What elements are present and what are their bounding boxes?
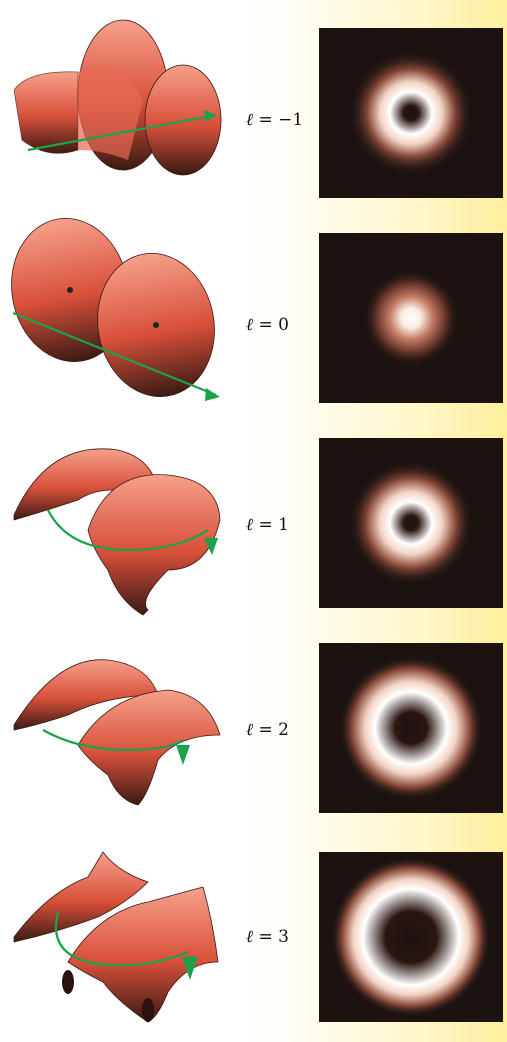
ell-symbol: ℓ bbox=[246, 515, 254, 535]
mode-label: ℓ = 2 bbox=[246, 720, 316, 740]
mode-value: = 3 bbox=[253, 927, 289, 947]
beam-intensity-spot bbox=[363, 270, 459, 366]
ell-symbol: ℓ bbox=[246, 315, 254, 335]
beam-intensity-ring bbox=[339, 656, 483, 800]
helical-wavefront-icon bbox=[13, 448, 221, 616]
beam-intensity-ring bbox=[331, 857, 491, 1017]
mode-value: = 0 bbox=[253, 315, 289, 335]
mode-row-l-1: ℓ = 1 bbox=[0, 420, 507, 620]
ell-symbol: ℓ bbox=[246, 927, 254, 947]
intensity-panel bbox=[319, 233, 503, 403]
ell-symbol: ℓ bbox=[246, 720, 254, 740]
mode-label: ℓ = −1 bbox=[246, 110, 316, 130]
helical-wavefront-icon bbox=[13, 659, 221, 806]
mode-value: = −1 bbox=[253, 110, 304, 130]
helical-wavefront-icon bbox=[13, 851, 219, 1023]
mode-label: ℓ = 0 bbox=[246, 315, 316, 335]
mode-row-l-3: ℓ = 3 bbox=[0, 832, 507, 1032]
mode-value: = 2 bbox=[253, 720, 289, 740]
beam-intensity-ring bbox=[349, 461, 473, 585]
mode-row-l-2: ℓ = 2 bbox=[0, 625, 507, 825]
helical-wavefront-icon bbox=[13, 19, 222, 176]
intensity-panel bbox=[319, 852, 503, 1022]
intensity-panel bbox=[319, 438, 503, 608]
mode-row-l-minus-1: ℓ = −1 bbox=[0, 10, 507, 210]
mode-label: ℓ = 3 bbox=[246, 927, 316, 947]
mode-row-l-0: ℓ = 0 bbox=[0, 215, 507, 415]
intensity-panel bbox=[319, 643, 503, 813]
mode-label: ℓ = 1 bbox=[246, 515, 316, 535]
intensity-panel bbox=[319, 28, 503, 198]
mode-value: = 1 bbox=[253, 515, 289, 535]
ell-symbol: ℓ bbox=[246, 110, 254, 130]
planar-wavefront-icon bbox=[11, 217, 220, 401]
beam-intensity-ring bbox=[349, 51, 473, 175]
